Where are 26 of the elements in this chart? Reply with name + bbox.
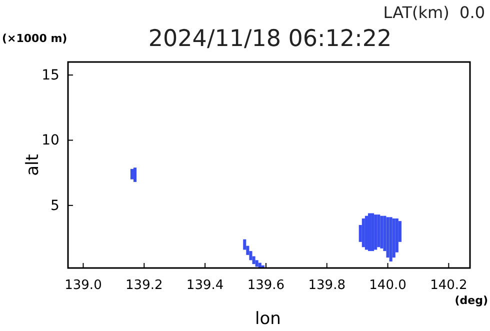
x-tick-label: 139.8 xyxy=(308,278,346,294)
bar xyxy=(389,217,392,262)
y-axis-title: alt xyxy=(23,154,43,176)
x-tick-label: 140.0 xyxy=(369,278,406,294)
x-tick-label: 139.6 xyxy=(247,278,285,294)
y-tick-label: 15 xyxy=(42,68,60,84)
x-axis-title: lon xyxy=(255,309,281,329)
bar xyxy=(377,214,380,248)
bar xyxy=(374,214,378,250)
text: (deg) xyxy=(454,294,488,307)
x-tick-label: 139.0 xyxy=(64,278,102,294)
bar xyxy=(380,216,384,248)
text: (×1000 m) xyxy=(2,32,68,45)
x-tick-label: 139.4 xyxy=(186,278,224,294)
y-tick-label: 10 xyxy=(42,132,60,149)
x-tick-label: 139.2 xyxy=(126,278,163,294)
bar xyxy=(362,218,365,248)
chart-subtitle: LAT(km) 0.0 xyxy=(383,3,485,22)
bar xyxy=(255,260,258,267)
y-tick-label: 5 xyxy=(50,198,60,214)
bar xyxy=(386,217,390,258)
bar xyxy=(392,218,396,258)
chart-title: 2024/11/18 06:12:22 xyxy=(148,26,392,52)
bar xyxy=(130,168,134,180)
bar xyxy=(133,168,137,182)
x-tick-label: 140.2 xyxy=(430,278,468,294)
